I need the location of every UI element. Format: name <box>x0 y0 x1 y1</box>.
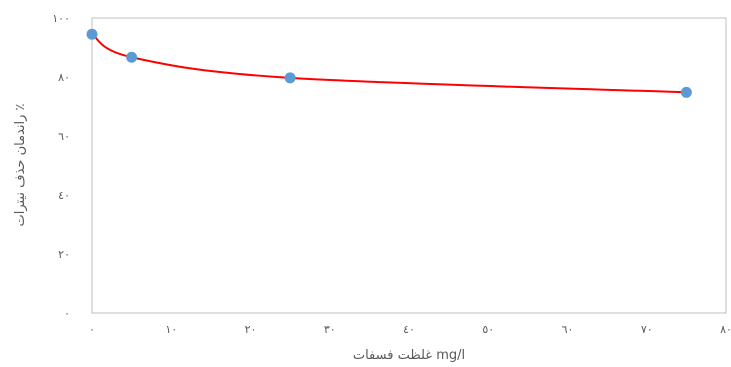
x-axis-title: غلظت فسفات mg/l <box>353 348 465 363</box>
y-tick-label: ٢٠ <box>58 248 70 261</box>
x-tick-label: ٤٠ <box>403 323 415 336</box>
series-group <box>86 28 692 98</box>
y-axis-title: راندمان حذف نیترات ٪ <box>13 103 28 226</box>
x-tick-label: ٦٠ <box>562 323 574 336</box>
y-tick-labels: ٠ ٢٠ ٤٠ ٦٠ ٨٠ ١٠٠ <box>52 12 70 320</box>
x-tick-label: ٥٠ <box>482 323 494 336</box>
x-tick-labels: ٠ ١٠ ٢٠ ٣٠ ٤٠ ٥٠ ٦٠ ٧٠ ٨٠ <box>89 323 731 336</box>
y-tick-label: ٠ <box>64 307 70 320</box>
y-tick-label: ٦٠ <box>58 130 70 143</box>
data-point <box>284 72 296 84</box>
x-tick-label: ٣٠ <box>324 323 336 336</box>
data-point <box>680 86 692 98</box>
series-line <box>91 33 687 94</box>
x-tick-label: ٢٠ <box>245 323 257 336</box>
y-tick-label: ١٠٠ <box>52 12 70 25</box>
x-tick-label: ٧٠ <box>641 323 653 336</box>
y-tick-label: ٨٠ <box>58 71 70 84</box>
x-tick-label: ٠ <box>89 323 95 336</box>
data-point <box>126 51 138 63</box>
plot-area <box>91 17 727 314</box>
data-point <box>86 28 98 40</box>
x-tick-label: ١٠ <box>165 323 177 336</box>
y-tick-label: ٤٠ <box>58 189 70 202</box>
x-tick-label: ٨٠ <box>720 323 731 336</box>
